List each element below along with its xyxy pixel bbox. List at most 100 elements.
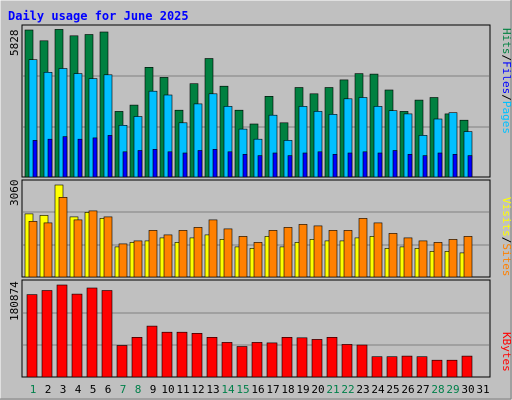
middle-max-label: 3060 — [8, 180, 21, 207]
bar-pages-20 — [317, 151, 323, 178]
bar-sites-28 — [433, 242, 443, 278]
bar-pages-14 — [227, 151, 233, 178]
bar-kbytes-6 — [101, 290, 113, 378]
legend-entry-kbytes: KBytes — [500, 332, 512, 372]
day-label-27: 27 — [416, 383, 429, 396]
bar-kbytes-1 — [26, 294, 38, 378]
day-label-1: 1 — [30, 383, 37, 396]
bar-pages-17 — [272, 152, 278, 178]
bar-sites-10 — [163, 234, 173, 278]
bar-kbytes-19 — [296, 337, 308, 378]
bar-kbytes-9 — [146, 325, 158, 378]
bar-sites-5 — [88, 210, 98, 278]
bar-kbytes-3 — [56, 284, 68, 378]
bottom-max-label: 180874 — [8, 281, 21, 321]
bar-kbytes-20 — [311, 339, 323, 378]
day-label-13: 13 — [206, 383, 219, 396]
bar-kbytes-22 — [341, 344, 353, 378]
legend-separator: / — [500, 55, 512, 62]
bar-pages-11 — [182, 152, 188, 178]
bar-kbytes-8 — [131, 336, 143, 378]
legend-entry-visits: Visits — [500, 197, 512, 237]
day-label-30: 30 — [461, 383, 474, 396]
bar-kbytes-24 — [371, 356, 383, 378]
legend-entry-hits: Hits — [500, 28, 512, 55]
day-label-29: 29 — [446, 383, 459, 396]
day-label-6: 6 — [105, 383, 112, 396]
bar-pages-16 — [257, 155, 263, 178]
bar-kbytes-15 — [236, 346, 248, 378]
day-label-5: 5 — [90, 383, 97, 396]
bar-sites-22 — [343, 230, 353, 278]
legend-entry-pages: Pages — [500, 101, 512, 134]
bar-pages-18 — [287, 155, 293, 178]
bar-sites-8 — [133, 240, 143, 278]
bar-kbytes-11 — [176, 331, 188, 378]
bar-pages-4 — [77, 138, 83, 178]
bar-pages-21 — [332, 154, 338, 178]
legend-top: Hits/Files/Pages — [500, 28, 512, 134]
bar-pages-22 — [347, 152, 353, 178]
day-label-3: 3 — [60, 383, 67, 396]
bar-sites-13 — [208, 219, 218, 278]
bar-sites-21 — [328, 230, 338, 278]
legend-separator: / — [500, 94, 512, 101]
bar-kbytes-25 — [386, 356, 398, 378]
bar-kbytes-14 — [221, 342, 233, 378]
bar-pages-23 — [362, 151, 368, 178]
bar-pages-8 — [137, 150, 143, 178]
bar-sites-1 — [28, 221, 38, 278]
bar-sites-30 — [463, 236, 473, 278]
legend-bottom: KBytes — [500, 332, 512, 372]
day-label-19: 19 — [296, 383, 309, 396]
bar-pages-29 — [452, 154, 458, 178]
bar-kbytes-23 — [356, 344, 368, 378]
bar-kbytes-29 — [446, 359, 458, 378]
bar-sites-14 — [223, 228, 233, 278]
day-label-23: 23 — [356, 383, 369, 396]
legend-entry-sites: Sites — [500, 243, 512, 276]
bar-pages-12 — [197, 150, 203, 178]
bar-pages-27 — [422, 155, 428, 178]
day-label-15: 15 — [236, 383, 249, 396]
bar-sites-17 — [268, 230, 278, 278]
bar-kbytes-2 — [41, 290, 53, 378]
day-label-28: 28 — [431, 383, 444, 396]
bar-sites-6 — [103, 216, 113, 278]
day-label-4: 4 — [75, 383, 82, 396]
bar-sites-2 — [43, 222, 53, 278]
bar-kbytes-28 — [431, 359, 443, 378]
bar-pages-7 — [122, 151, 128, 178]
bar-kbytes-10 — [161, 331, 173, 378]
day-labels: 1 2 3 4 5 6 7 8 9 10 11 12 13 14 15 16 17 18 19 20 21 22 23 24 2… — [30, 383, 490, 396]
day-label-10: 10 — [161, 383, 174, 396]
bar-sites-12 — [193, 227, 203, 278]
chart-title: Daily usage for June 2025 — [8, 9, 189, 23]
legend-middle: Visits/Sites — [500, 197, 512, 277]
legend-entry-files: Files — [500, 61, 512, 94]
bar-pages-6 — [107, 135, 113, 178]
bar-pages-9 — [152, 149, 158, 178]
bar-pages-5 — [92, 137, 98, 178]
bar-sites-27 — [418, 240, 428, 278]
bar-sites-9 — [148, 230, 158, 278]
bar-sites-15 — [238, 236, 248, 278]
bar-kbytes-30 — [461, 355, 473, 378]
day-label-9: 9 — [150, 383, 157, 396]
bar-sites-24 — [373, 222, 383, 278]
bar-kbytes-12 — [191, 332, 203, 378]
day-label-22: 22 — [341, 383, 354, 396]
day-label-25: 25 — [386, 383, 399, 396]
bar-pages-10 — [167, 151, 173, 178]
bar-pages-3 — [62, 136, 68, 178]
bar-pages-24 — [377, 152, 383, 178]
bar-kbytes-21 — [326, 336, 338, 378]
bar-pages-1 — [32, 140, 38, 178]
day-label-21: 21 — [326, 383, 339, 396]
bar-kbytes-16 — [251, 342, 263, 378]
day-label-31: 31 — [476, 383, 489, 396]
bar-pages-19 — [302, 152, 308, 178]
